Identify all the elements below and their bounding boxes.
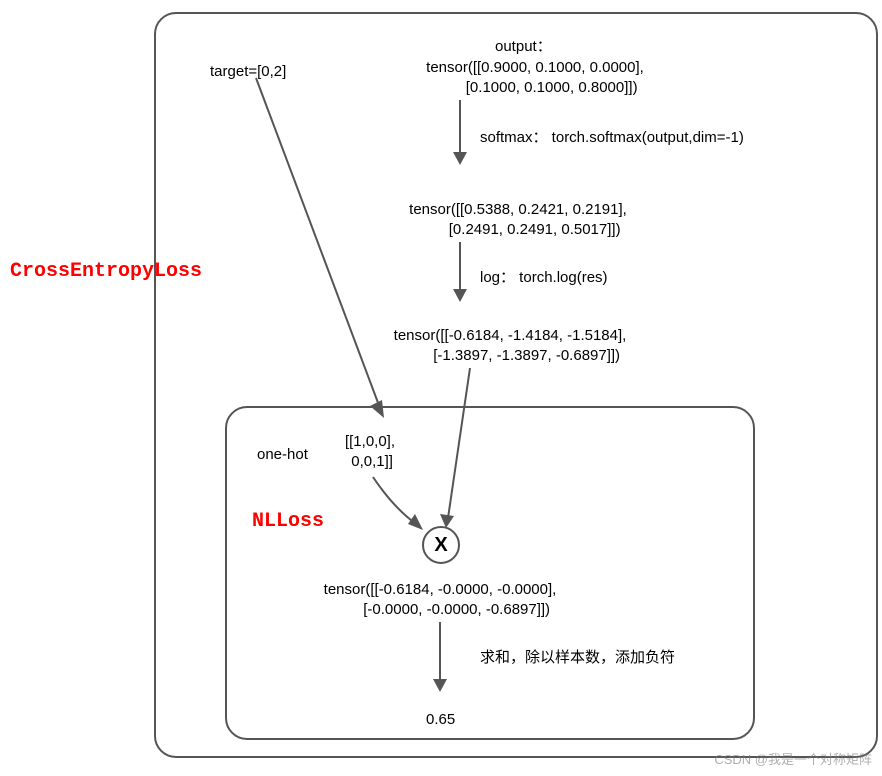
arrow-mul-to-result — [420, 622, 460, 697]
watermark: CSDN @我是一个对称矩阵 — [714, 749, 872, 768]
arrow-output-to-softmax — [440, 100, 480, 170]
output-tensor: tensor([[0.9000, 0.1000, 0.0000], [0.100… — [395, 58, 675, 97]
arrow-target-to-onehot — [250, 78, 410, 428]
softmax-tensor: tensor([[0.5388, 0.2421, 0.2191], [0.249… — [378, 200, 658, 239]
mul-tensor: tensor([[-0.6184, -0.0000, -0.0000], [-0… — [285, 580, 595, 619]
sum-label: 求和，除以样本数，添加负符 — [480, 648, 675, 668]
onehot-tensor: [[1,0,0], 0,0,1]] — [330, 432, 410, 471]
output-header: output： — [495, 37, 552, 57]
log-label: log： torch.log(res) — [480, 268, 608, 288]
result-value: 0.65 — [426, 710, 455, 730]
arrow-log-to-mul — [430, 368, 510, 538]
multiply-op: X — [422, 526, 460, 564]
onehot-label: one-hot — [257, 445, 308, 465]
softmax-label: softmax： torch.softmax(output,dim=-1) — [480, 128, 744, 148]
arrow-softmax-to-log — [440, 242, 480, 307]
nll-loss-label: NLLoss — [252, 510, 324, 533]
cross-entropy-label: CrossEntropyLoss — [10, 260, 202, 283]
